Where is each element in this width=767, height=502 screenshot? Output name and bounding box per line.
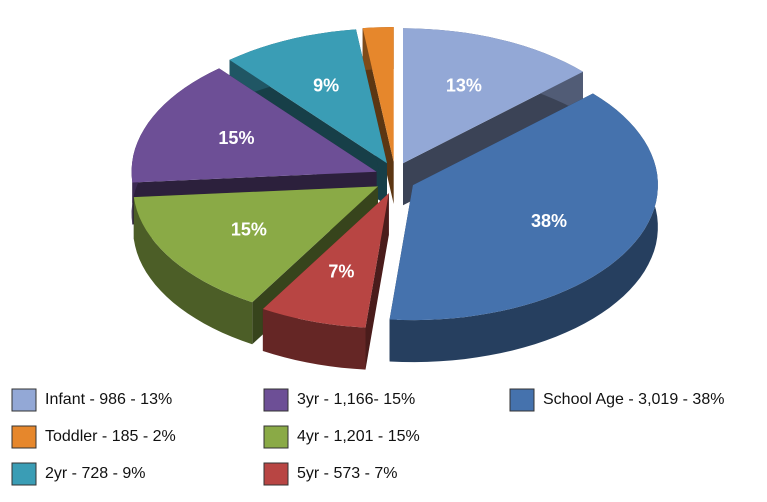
slice bbox=[131, 68, 377, 183]
slice bbox=[389, 93, 658, 321]
slice bbox=[262, 193, 389, 328]
legend-swatch bbox=[263, 425, 289, 449]
data-label: 15% bbox=[231, 219, 267, 239]
legend-label: School Age - 3,019 - 38% bbox=[543, 391, 724, 408]
legend-swatch bbox=[263, 388, 289, 412]
legend-swatch bbox=[263, 462, 289, 486]
legend-label: 4yr - 1,201 - 15% bbox=[297, 428, 420, 445]
data-label: 13% bbox=[446, 75, 482, 95]
legend-swatch bbox=[11, 462, 37, 486]
legend-label: 2yr - 728 - 9% bbox=[45, 465, 145, 482]
legend-label: Infant - 986 - 13% bbox=[45, 391, 172, 408]
slice bbox=[403, 28, 583, 164]
legend-swatch bbox=[11, 425, 37, 449]
legend-label: 3yr - 1,166- 15% bbox=[297, 391, 415, 408]
data-label: 15% bbox=[218, 128, 254, 148]
slice-wall bbox=[389, 93, 658, 363]
slice bbox=[362, 27, 394, 162]
legend-label: 5yr - 573 - 7% bbox=[297, 465, 397, 482]
slice-wall bbox=[262, 309, 366, 370]
data-label: 7% bbox=[328, 261, 354, 281]
slice-wall bbox=[133, 197, 253, 345]
legend-swatch bbox=[11, 388, 37, 412]
legend-swatch bbox=[509, 388, 535, 412]
slice bbox=[229, 29, 387, 164]
data-label: 38% bbox=[531, 211, 567, 231]
data-label: 9% bbox=[313, 75, 339, 95]
slice bbox=[133, 186, 378, 303]
legend-label: Toddler - 185 - 2% bbox=[45, 428, 176, 445]
